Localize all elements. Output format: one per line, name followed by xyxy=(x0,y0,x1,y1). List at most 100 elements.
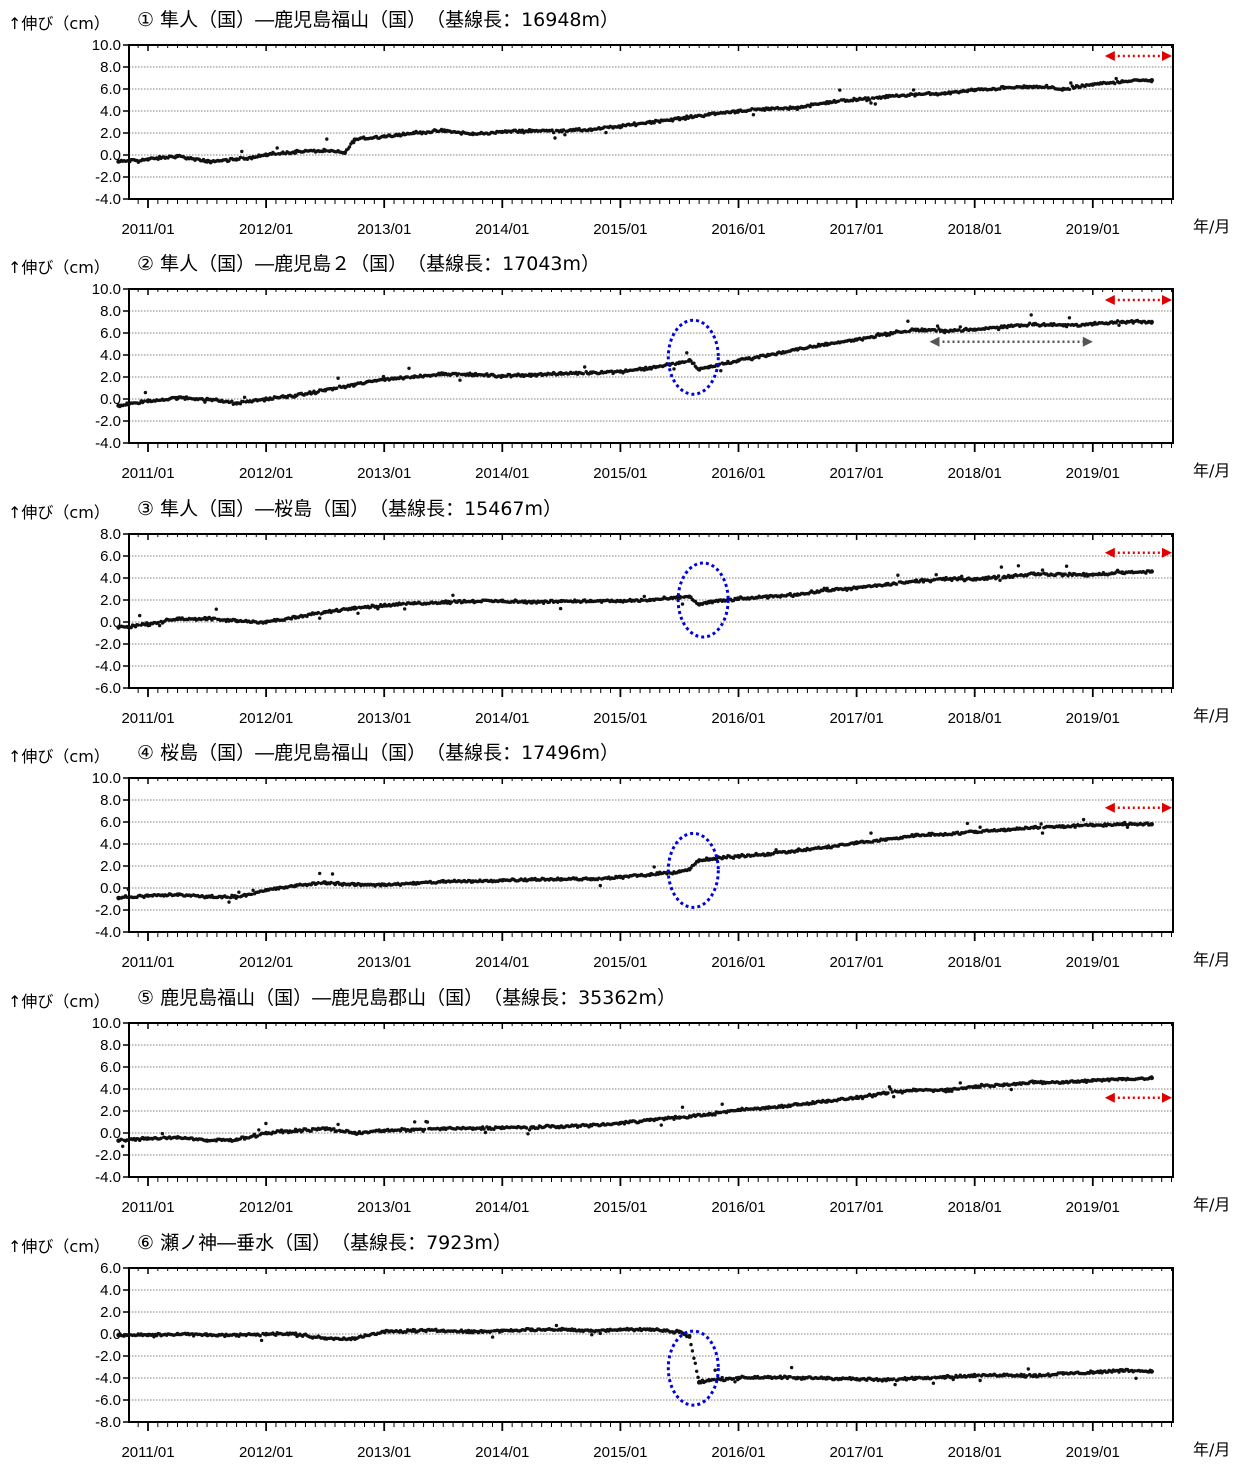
data-point-anchor xyxy=(175,616,180,621)
data-point-anchor xyxy=(559,128,564,133)
data-point-anchor xyxy=(1120,319,1125,325)
data-point xyxy=(336,376,340,380)
data-point-anchor xyxy=(559,371,564,376)
x-tick-label: 2016/01 xyxy=(711,465,765,482)
data-point xyxy=(325,137,329,141)
data-point-anchor xyxy=(116,403,121,408)
data-point xyxy=(894,582,899,586)
data-point xyxy=(422,1127,427,1132)
x-tick-label: 2019/01 xyxy=(1066,221,1120,238)
data-point xyxy=(143,390,148,395)
data-point-anchor xyxy=(352,605,357,610)
data-point xyxy=(330,872,335,876)
data-point xyxy=(602,125,607,129)
data-point-anchor xyxy=(175,395,180,401)
data-point xyxy=(934,573,938,577)
data-point-anchor xyxy=(352,882,357,887)
data-point xyxy=(934,329,938,333)
data-point-anchor xyxy=(883,582,889,587)
data-point-anchor xyxy=(1002,85,1007,91)
data-point-anchor xyxy=(559,598,564,604)
x-tick-label: 2016/01 xyxy=(711,221,765,238)
data-point-anchor xyxy=(322,609,328,615)
y-tick-label: 0.0 xyxy=(100,147,121,164)
data-point-anchor xyxy=(736,853,741,859)
data-point-anchor xyxy=(116,625,121,630)
data-point-anchor xyxy=(706,857,712,862)
y-tick-label: 0.0 xyxy=(100,1125,121,1142)
data-series xyxy=(116,313,1155,409)
data-point xyxy=(920,577,924,581)
y-axis-label: ↑伸び（cm） xyxy=(8,747,110,766)
data-point-anchor xyxy=(795,105,800,110)
data-point-anchor xyxy=(883,94,889,99)
y-tick-label: 2.0 xyxy=(100,369,121,386)
data-point-anchor xyxy=(943,576,948,582)
data-point-anchor xyxy=(588,877,594,882)
y-tick-label: 8.0 xyxy=(100,526,121,543)
chart-panel-2: ↑伸び（cm） ② 隼人（国）―鹿児島２（国） （基線長：17043m） 10.0 8… xyxy=(8,253,1230,482)
data-point-anchor xyxy=(382,377,387,382)
data-point xyxy=(904,330,909,334)
data-series xyxy=(116,1075,1155,1149)
data-point-anchor xyxy=(943,91,948,96)
data-point xyxy=(316,610,320,615)
red-period-arrow-head-right xyxy=(1162,51,1172,61)
data-point-anchor xyxy=(1149,319,1155,325)
data-point xyxy=(719,1110,723,1115)
data-point xyxy=(772,850,777,855)
data-point xyxy=(213,616,217,620)
data-point-anchor xyxy=(1120,822,1125,827)
data-point-anchor xyxy=(687,867,692,872)
data-point xyxy=(374,604,379,608)
data-point-anchor xyxy=(234,157,239,162)
offset-highlight-circle xyxy=(676,561,730,639)
data-point-anchor xyxy=(1031,322,1037,327)
data-point-anchor xyxy=(1061,824,1066,829)
x-tick-label: 2015/01 xyxy=(593,954,647,971)
x-tick-label: 2014/01 xyxy=(475,710,529,727)
y-tick-label: 4.0 xyxy=(100,1081,121,1098)
y-tick-label: -6.0 xyxy=(95,680,121,697)
data-point-anchor xyxy=(382,603,387,608)
data-series xyxy=(116,76,1155,165)
x-axis-unit: 年/月 xyxy=(1193,461,1230,480)
data-point xyxy=(1038,825,1042,830)
data-point-anchor xyxy=(322,148,328,153)
y-tick-label: -4.0 xyxy=(95,658,121,675)
chart-panel-5: ↑伸び（cm） ⑤ 鹿児島福山（国）―鹿児島郡山（国） （基線長：35362m） 1… xyxy=(8,987,1230,1216)
data-point xyxy=(558,606,563,611)
y-tick-label: 8.0 xyxy=(100,1037,121,1054)
data-point-anchor xyxy=(1002,574,1007,580)
data-point xyxy=(680,1105,685,1109)
data-point-anchor xyxy=(1031,84,1037,90)
data-point xyxy=(1067,316,1072,320)
x-tick-label: 2018/01 xyxy=(948,465,1002,482)
data-point xyxy=(598,883,602,888)
data-point-anchor xyxy=(943,328,948,333)
data-point-anchor xyxy=(913,327,918,332)
y-tick-label: 6.0 xyxy=(100,814,121,831)
data-point-anchor xyxy=(696,602,702,607)
data-point xyxy=(670,361,675,365)
x-tick-label: 2011/01 xyxy=(121,221,174,238)
data-point-anchor xyxy=(677,869,682,874)
red-period-arrow-head-right xyxy=(1162,802,1172,813)
data-point xyxy=(157,623,162,628)
x-axis-unit: 年/月 xyxy=(1193,1195,1230,1214)
data-point-anchor xyxy=(322,880,328,885)
y-tick-label: 4.0 xyxy=(100,570,121,587)
data-point-anchor xyxy=(352,382,357,387)
x-tick-label: 2016/01 xyxy=(711,710,765,727)
data-point xyxy=(957,328,961,332)
data-point xyxy=(401,601,405,606)
data-series xyxy=(116,817,1155,904)
data-point-anchor xyxy=(1061,86,1066,92)
data-point-anchor xyxy=(500,373,505,379)
data-series xyxy=(116,564,1155,630)
data-point xyxy=(1113,81,1117,86)
data-point xyxy=(336,1122,340,1127)
data-point xyxy=(641,598,645,602)
data-point xyxy=(869,101,873,105)
data-point-anchor xyxy=(687,594,692,599)
